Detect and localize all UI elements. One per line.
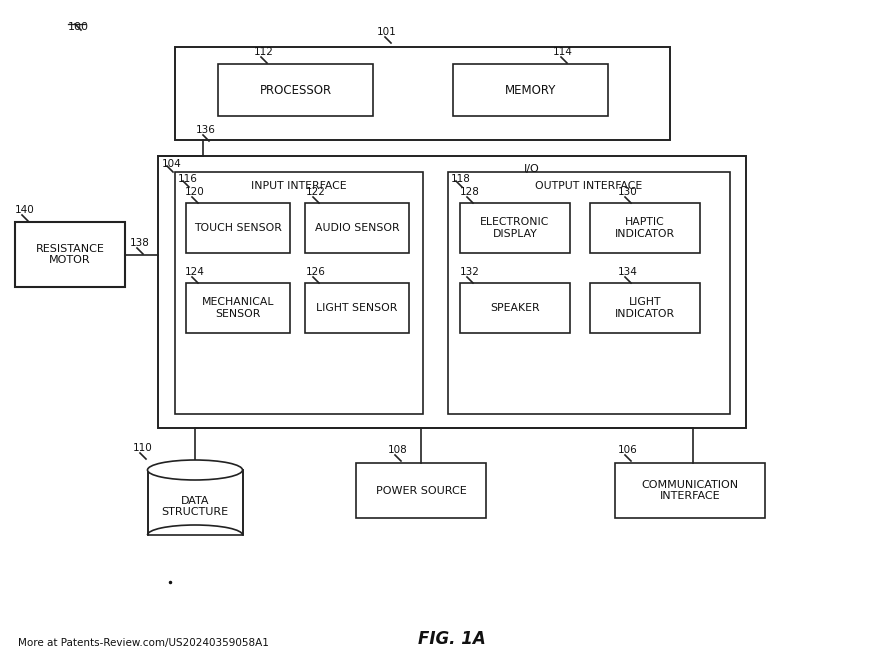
Text: 106: 106 (618, 445, 638, 455)
Ellipse shape (148, 460, 243, 480)
Bar (158, 156, 746, 428)
Text: ELECTRONIC
DISPLAY: ELECTRONIC DISPLAY (480, 217, 550, 239)
Text: LIGHT
INDICATOR: LIGHT INDICATOR (615, 297, 675, 319)
Text: SPEAKER: SPEAKER (490, 303, 539, 313)
Text: 116: 116 (178, 174, 198, 184)
Text: 140: 140 (15, 205, 34, 215)
Text: 101: 101 (377, 27, 397, 37)
Text: 136: 136 (196, 125, 216, 135)
Text: 122: 122 (306, 187, 326, 197)
Bar (186, 283, 290, 333)
Text: COMMUNICATION
INTERFACE: COMMUNICATION INTERFACE (642, 480, 738, 501)
Bar (305, 283, 409, 333)
Text: 130: 130 (618, 187, 638, 197)
Bar (15, 222, 125, 287)
Text: AUDIO SENSOR: AUDIO SENSOR (315, 223, 400, 233)
Bar (615, 463, 765, 518)
Text: 108: 108 (388, 445, 407, 455)
Text: 104: 104 (162, 159, 182, 169)
Text: INPUT INTERFACE: INPUT INTERFACE (251, 181, 347, 191)
Bar (175, 172, 423, 414)
Text: DATA
STRUCTURE: DATA STRUCTURE (161, 496, 229, 518)
Text: More at Patents-Review.com/US20240359058A1: More at Patents-Review.com/US20240359058… (18, 638, 269, 648)
Text: OUTPUT INTERFACE: OUTPUT INTERFACE (535, 181, 642, 191)
Bar (218, 64, 373, 116)
Bar (460, 283, 570, 333)
Bar (590, 203, 700, 253)
Text: RESISTANCE
MOTOR: RESISTANCE MOTOR (35, 244, 105, 265)
Text: 124: 124 (185, 267, 205, 277)
Bar (305, 203, 409, 253)
Text: 118: 118 (451, 174, 471, 184)
Text: MEMORY: MEMORY (505, 83, 556, 97)
Text: I/O: I/O (524, 164, 539, 174)
Text: PROCESSOR: PROCESSOR (260, 83, 332, 97)
Text: 138: 138 (130, 238, 150, 248)
Text: LIGHT SENSOR: LIGHT SENSOR (316, 303, 398, 313)
Text: 126: 126 (306, 267, 326, 277)
Bar (356, 463, 486, 518)
Text: 110: 110 (133, 443, 153, 453)
Bar (453, 64, 608, 116)
Bar (148, 470, 243, 535)
Bar (460, 203, 570, 253)
Text: TOUCH SENSOR: TOUCH SENSOR (194, 223, 282, 233)
Text: 100: 100 (68, 22, 89, 32)
Text: POWER SOURCE: POWER SOURCE (376, 485, 466, 496)
Bar (590, 283, 700, 333)
Text: HAPTIC
INDICATOR: HAPTIC INDICATOR (615, 217, 675, 239)
Bar (448, 172, 730, 414)
Text: 134: 134 (618, 267, 638, 277)
Text: MECHANICAL
SENSOR: MECHANICAL SENSOR (202, 297, 275, 319)
Text: 114: 114 (553, 47, 573, 57)
Text: 132: 132 (460, 267, 480, 277)
Text: 128: 128 (460, 187, 480, 197)
Text: FIG. 1A: FIG. 1A (418, 630, 486, 648)
Bar (175, 47, 670, 140)
Bar (186, 203, 290, 253)
Text: 112: 112 (254, 47, 274, 57)
Text: 120: 120 (185, 187, 205, 197)
